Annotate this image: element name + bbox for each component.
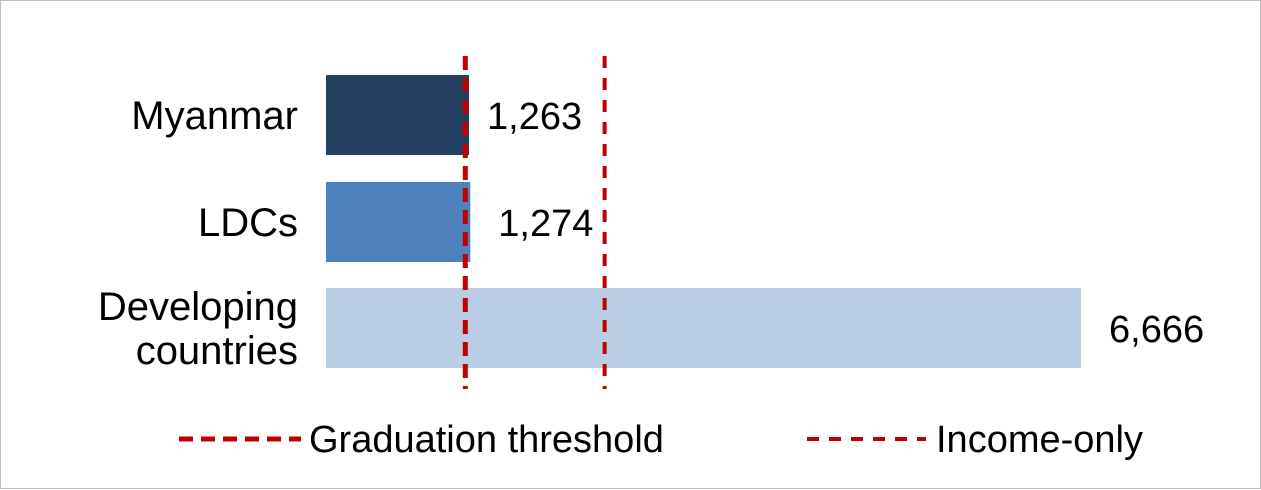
- category-label: Developing: [98, 285, 298, 329]
- reference-lines: [462, 56, 607, 389]
- value-label: 1,274: [498, 203, 593, 245]
- bar-2: [326, 288, 1081, 368]
- bars-layer: [326, 75, 1081, 368]
- category-label: LDCs: [198, 201, 298, 245]
- legend: Graduation threshold Income-only: [179, 419, 1143, 461]
- bar-0: [326, 75, 470, 155]
- category-label: countries: [136, 329, 298, 373]
- category-label: Myanmar: [131, 94, 298, 138]
- value-label: 1,263: [487, 96, 582, 138]
- legend-label-1: Income-only: [936, 419, 1143, 461]
- value-labels: 1,263 1,274 6,666: [487, 96, 1204, 351]
- value-label: 6,666: [1109, 309, 1204, 351]
- bar-1: [326, 182, 471, 262]
- legend-label-0: Graduation threshold: [309, 419, 664, 461]
